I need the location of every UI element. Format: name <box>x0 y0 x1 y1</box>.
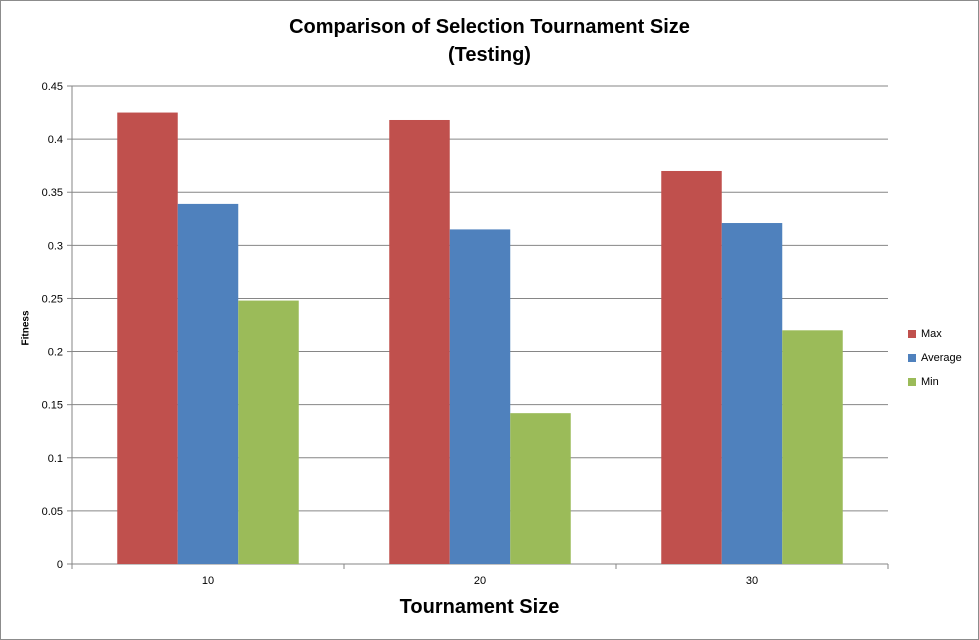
bar-min-10 <box>238 300 299 564</box>
chart-title-line-1: Comparison of Selection Tournament Size <box>289 16 690 38</box>
x-tick-label: 30 <box>746 575 758 587</box>
y-tick-label: 0.45 <box>42 81 63 93</box>
y-tick-label: 0.35 <box>42 187 63 199</box>
legend-swatch-max <box>908 330 916 338</box>
y-tick-label: 0.3 <box>48 240 63 252</box>
bar-max-20 <box>389 119 450 564</box>
bar-max-30 <box>661 170 722 564</box>
x-tick-label: 20 <box>474 575 486 587</box>
y-tick-label: 0 <box>57 559 63 571</box>
y-tick-label: 0.1 <box>48 453 63 465</box>
chart-title-line-2: (Testing) <box>448 44 531 66</box>
chart-title: Comparison of Selection Tournament Size … <box>0 13 979 69</box>
y-tick-label: 0.25 <box>42 293 63 305</box>
x-axis-label-text: Tournament Size <box>399 596 560 618</box>
legend: Max Average Min <box>908 322 962 394</box>
bar-average-20 <box>449 229 511 564</box>
x-tick-label: 10 <box>202 575 214 587</box>
legend-label-average: Average <box>921 352 962 364</box>
legend-label-max: Max <box>921 328 942 340</box>
bar-average-30 <box>721 223 783 564</box>
x-axis-label: Tournament Size <box>0 596 979 619</box>
y-tick-label: 0.2 <box>48 347 63 359</box>
legend-item-max: Max <box>908 322 962 346</box>
y-tick-label: 0.05 <box>42 506 63 518</box>
y-tick-label: 0.4 <box>48 134 63 146</box>
bar-max-10 <box>117 112 178 565</box>
legend-swatch-average <box>908 354 916 362</box>
y-tick-label: 0.15 <box>42 400 63 412</box>
legend-swatch-min <box>908 378 916 386</box>
bar-average-10 <box>177 203 239 564</box>
legend-label-min: Min <box>921 376 939 388</box>
bar-min-20 <box>510 413 571 564</box>
y-axis-label: Fitness <box>20 310 32 346</box>
bar-min-30 <box>782 330 843 564</box>
legend-item-min: Min <box>908 370 962 394</box>
legend-item-average: Average <box>908 346 962 370</box>
